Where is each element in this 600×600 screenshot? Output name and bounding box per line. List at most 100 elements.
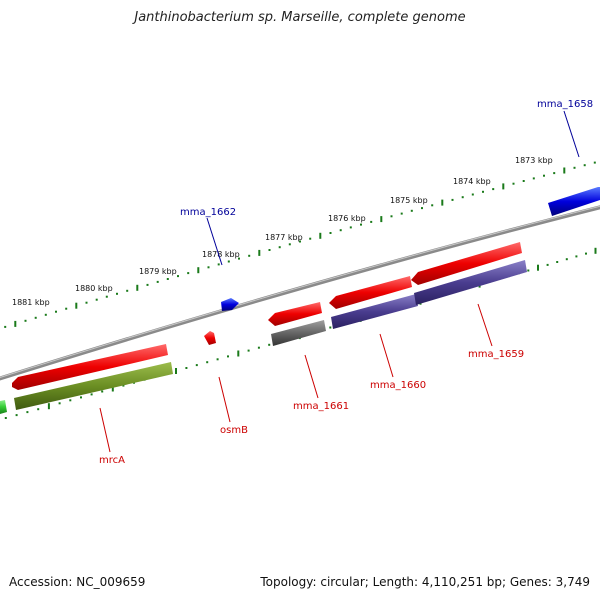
major-tick <box>75 302 78 309</box>
minor-tick <box>370 220 373 223</box>
gene-mma-1660[interactable] <box>329 276 412 309</box>
label-mma-1662: mma_1662 <box>180 207 236 218</box>
minor-tick <box>553 172 556 175</box>
minor-tick <box>227 355 229 358</box>
minor-tick <box>227 260 230 263</box>
label-mma-1658: mma_1658 <box>537 99 593 110</box>
major-tick <box>441 199 444 206</box>
minor-tick <box>116 292 118 295</box>
minor-tick <box>431 204 434 207</box>
minor-tick <box>329 232 332 234</box>
minor-tick <box>166 278 169 280</box>
minor-tick <box>195 364 198 367</box>
gene-labels: mma_1662 mma_1658 mrcA osmB mma_1661 mma… <box>99 99 593 466</box>
feature-olive-block[interactable] <box>14 362 173 410</box>
label-mma-1659: mma_1659 <box>468 349 524 360</box>
gene-mma-1661[interactable] <box>268 302 322 326</box>
scale-label: 1878 kbp <box>202 250 240 259</box>
minor-tick <box>206 361 209 364</box>
leader-osmB <box>218 376 231 423</box>
major-tick <box>197 267 200 274</box>
minor-tick <box>421 207 423 210</box>
gene-mma-1662[interactable] <box>221 298 239 311</box>
minor-tick <box>34 316 37 319</box>
minor-tick <box>238 257 240 260</box>
genome-summary-text: Topology: circular; Length: 4,110,251 bp… <box>260 575 590 589</box>
minor-tick <box>26 411 29 414</box>
minor-tick <box>37 408 40 411</box>
label-mma-1661: mma_1661 <box>293 401 349 412</box>
minor-tick <box>90 393 93 396</box>
feature-green-block[interactable] <box>0 400 7 414</box>
major-tick <box>175 368 177 374</box>
minor-tick <box>527 269 530 272</box>
gene-osmB[interactable] <box>204 331 216 345</box>
minor-tick <box>390 215 393 218</box>
gene-mrcA[interactable] <box>12 344 168 390</box>
minor-tick <box>207 266 210 269</box>
feature-purple-block-2[interactable] <box>414 260 527 305</box>
minor-tick <box>24 319 27 322</box>
minor-tick <box>105 295 108 298</box>
minor-tick <box>55 310 57 313</box>
minor-tick <box>257 346 260 349</box>
minor-tick <box>512 182 515 185</box>
scale-label: 1880 kbp <box>75 284 113 293</box>
minor-tick <box>216 358 219 361</box>
scale-label: 1879 kbp <box>139 267 177 276</box>
major-tick <box>258 249 261 256</box>
minor-tick <box>492 188 495 191</box>
minor-tick <box>122 384 125 387</box>
scale-label: 1877 kbp <box>265 233 303 242</box>
major-tick <box>563 167 566 174</box>
minor-tick <box>80 396 82 399</box>
minor-tick <box>177 275 179 278</box>
gene-mma-1659[interactable] <box>411 242 522 285</box>
minor-tick <box>217 263 220 266</box>
minor-tick <box>543 174 545 177</box>
minor-tick <box>288 243 291 246</box>
scale-label: 1873 kbp <box>515 156 553 165</box>
minor-tick <box>309 237 312 240</box>
major-tick <box>594 247 597 254</box>
minor-tick <box>349 226 352 229</box>
major-tick <box>319 232 322 239</box>
label-leaders <box>99 110 580 453</box>
minor-tick <box>461 196 464 199</box>
minor-tick <box>268 249 271 251</box>
major-tick <box>237 350 240 357</box>
minor-tick <box>400 212 403 215</box>
feature-purple-block-1[interactable] <box>331 294 418 329</box>
minor-tick <box>248 254 251 257</box>
leader-mma-1661 <box>304 354 319 399</box>
major-tick <box>111 385 114 392</box>
minor-tick <box>95 298 98 301</box>
gene-mma-1658[interactable] <box>548 187 600 216</box>
feature-grey-block[interactable] <box>271 320 326 346</box>
minor-tick <box>556 261 559 263</box>
major-tick <box>502 183 505 190</box>
minor-tick <box>329 326 332 329</box>
scale-label: 1881 kbp <box>12 298 50 307</box>
minor-tick <box>146 283 149 286</box>
minor-tick <box>126 289 129 292</box>
scale-label: 1874 kbp <box>453 177 491 186</box>
minor-tick <box>65 307 68 310</box>
scale-label: 1876 kbp <box>328 214 366 223</box>
major-tick <box>14 320 17 327</box>
major-tick <box>380 216 383 223</box>
minor-tick <box>575 255 578 258</box>
minor-tick <box>156 280 159 283</box>
minor-tick <box>522 180 525 182</box>
minor-tick <box>58 402 61 405</box>
minor-tick <box>268 343 271 346</box>
label-mrcA: mrcA <box>99 455 125 466</box>
outer-tick-track <box>4 161 596 328</box>
minor-tick <box>85 301 88 304</box>
scale-label: 1875 kbp <box>390 196 428 205</box>
leader-mrcA <box>99 407 111 453</box>
minor-tick <box>4 325 7 328</box>
features <box>0 260 527 414</box>
minor-tick <box>471 193 474 196</box>
